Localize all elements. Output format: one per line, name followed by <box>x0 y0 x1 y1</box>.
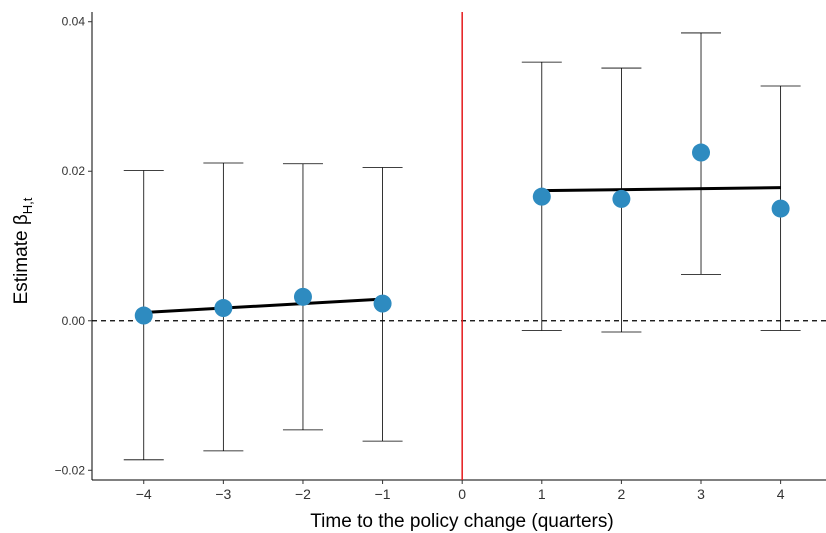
point <box>214 299 233 318</box>
fit-line <box>143 297 383 315</box>
point <box>692 143 711 162</box>
y-tick-label: 0.02 <box>62 164 86 178</box>
point <box>293 287 312 306</box>
y-tick-label: 0.04 <box>62 15 86 29</box>
point <box>612 189 631 208</box>
x-tick-label: 4 <box>777 486 785 502</box>
point <box>134 306 153 325</box>
y-axis-title-sub: H,t <box>20 197 35 214</box>
x-tick-label: −4 <box>136 486 152 502</box>
x-axis-title: Time to the policy change (quarters) <box>310 511 613 532</box>
y-axis-title-main: Estimate β <box>11 214 32 304</box>
x-tick-label: 2 <box>618 486 626 502</box>
point <box>532 187 551 206</box>
x-tick-label: −3 <box>215 486 231 502</box>
y-tick-label: −0.02 <box>55 463 86 477</box>
y-tick-label: 0.00 <box>62 314 86 328</box>
point <box>771 199 790 218</box>
x-tick-label: −2 <box>295 486 311 502</box>
x-tick-label: −1 <box>375 486 391 502</box>
point <box>373 294 392 313</box>
x-tick-label: 1 <box>538 486 546 502</box>
fit-line <box>541 186 781 193</box>
x-tick-label: 3 <box>697 486 705 502</box>
y-axis-title: Estimate βH,t <box>11 197 35 304</box>
x-tick-label: 0 <box>458 486 466 502</box>
